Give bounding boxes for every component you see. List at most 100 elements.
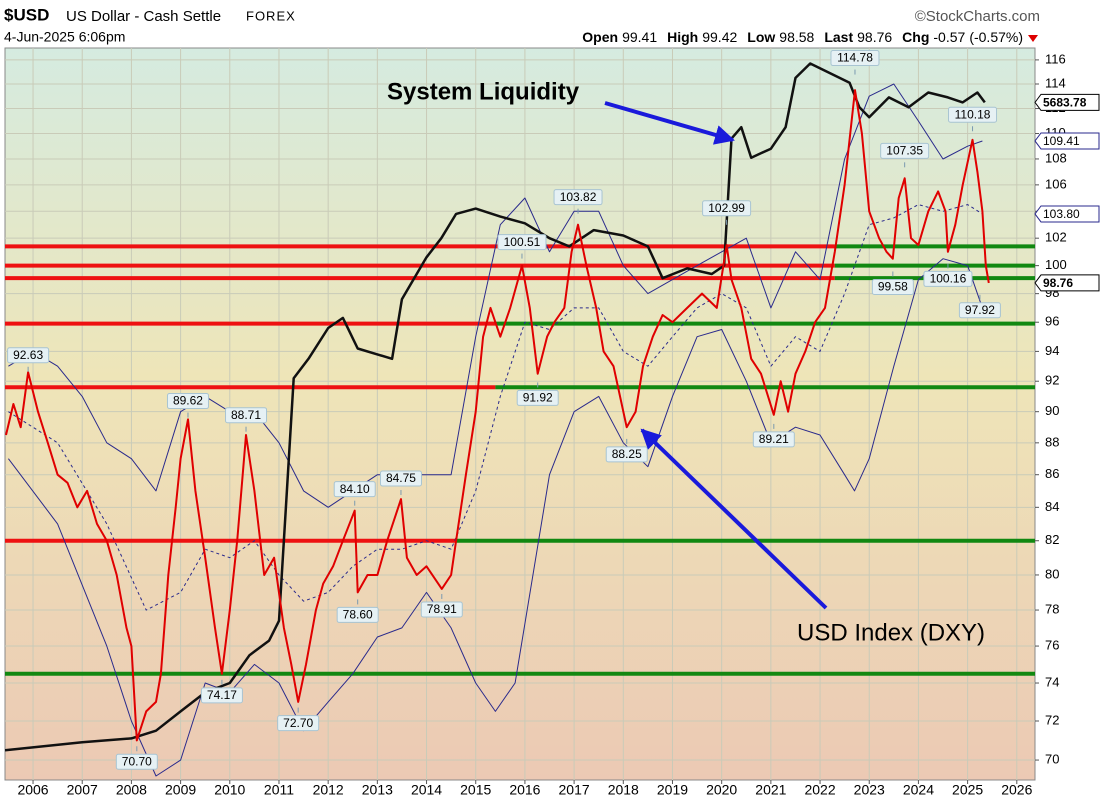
date: 4-Jun-2025 6:06pm (4, 29, 125, 45)
x-tick-label: 2007 (67, 782, 98, 798)
x-tick-label: 2014 (411, 782, 442, 798)
label-box (958, 302, 1001, 319)
y-tick-label: 76 (1045, 637, 1059, 652)
x-tick-label: 2024 (903, 782, 934, 798)
label-box (166, 393, 209, 410)
point-label: 78.60 (343, 608, 373, 622)
annotation: System Liquidity (387, 78, 580, 105)
y-tick-label: 92 (1045, 373, 1059, 388)
y-tick-label: 88 (1045, 434, 1059, 449)
point-label: 100.51 (504, 235, 541, 249)
annotations: System Liquidity USD Index (DXY) (387, 78, 985, 646)
annotation: USD Index (DXY) (797, 619, 985, 646)
label-box (200, 687, 243, 704)
point-label: 100.16 (930, 272, 967, 286)
value-label-box (1034, 132, 1100, 150)
series-line (5, 89, 990, 742)
point-label: 114.78 (837, 51, 873, 65)
quote-label: High (667, 29, 698, 45)
label-box (7, 347, 50, 364)
annotation-arrow (640, 428, 828, 610)
value-label-box (1034, 274, 1100, 292)
value-label: 5683.78 (1043, 96, 1087, 110)
source: ©StockCharts.com (915, 8, 1040, 25)
point-label: 72.70 (283, 716, 313, 730)
point-label: 97.92 (965, 303, 995, 317)
quote-value: 99.41 (622, 29, 657, 45)
axes: 7072747678808284868890929496981001021041… (17, 51, 1100, 798)
series-line (8, 204, 983, 611)
series-line (8, 83, 983, 508)
label-box (871, 278, 914, 295)
x-tick-label: 2016 (509, 782, 540, 798)
x-tick-label: 2020 (706, 782, 737, 798)
point-label: 84.10 (340, 482, 370, 496)
y-tick-label: 94 (1045, 343, 1059, 358)
point-label: 89.62 (173, 394, 203, 408)
y-tick-label: 84 (1045, 499, 1059, 514)
x-tick-label: 2023 (854, 782, 885, 798)
y-tick-label: 102 (1045, 230, 1067, 245)
label-box (497, 234, 547, 251)
x-tick-label: 2019 (657, 782, 688, 798)
point-label: 78.91 (427, 602, 457, 616)
label-box (420, 601, 463, 618)
title: $USD (4, 5, 49, 24)
y-tick-label: 114 (1045, 75, 1066, 90)
value-label: 98.76 (1043, 276, 1073, 290)
label-box (880, 142, 930, 159)
value-label: 103.80 (1043, 207, 1080, 221)
point-label: 89.21 (759, 432, 789, 446)
point-label: 103.82 (560, 190, 597, 204)
point-label: 107.35 (886, 143, 923, 157)
label-box (702, 200, 752, 217)
change-percent: (-0.57%) (969, 29, 1023, 45)
x-tick-label: 2015 (460, 782, 491, 798)
y-tick-label: 82 (1045, 532, 1059, 547)
y-tick-label: 74 (1045, 674, 1059, 689)
x-tick-label: 2011 (264, 782, 294, 798)
label-box (115, 753, 158, 770)
point-label: 91.92 (523, 391, 553, 405)
x-tick-label: 2017 (559, 782, 590, 798)
point-label: 110.18 (955, 107, 991, 121)
x-tick-label: 2021 (755, 782, 786, 798)
label-box (948, 106, 998, 123)
y-tick-label: 108 (1045, 150, 1067, 165)
x-tick-label: 2022 (804, 782, 835, 798)
y-tick-label: 72 (1045, 712, 1059, 727)
x-tick-label: 2012 (313, 782, 344, 798)
quote-value: 98.76 (857, 29, 892, 45)
y-tick-label: 100 (1045, 257, 1067, 272)
point-label: 99.58 (878, 280, 908, 294)
quote-label: Low (747, 29, 775, 45)
quote-value: 98.58 (779, 29, 814, 45)
label-box (225, 407, 268, 424)
value-label-box (1034, 93, 1100, 111)
y-tick-label: 96 (1045, 314, 1059, 329)
quote-label: Chg (902, 29, 929, 45)
label-box (379, 470, 422, 487)
label-box (830, 50, 880, 67)
quote: Open 99.41 High 99.42 Low 98.58 Last 98.76 Chg -0… (582, 29, 1023, 45)
point-label: 84.75 (386, 471, 416, 485)
x-tick-label: 2009 (165, 782, 196, 798)
point-labels: 92.63 89.62 88.71 84.10 84.75 100.51 103.82 102… (7, 50, 1001, 770)
y-tick-label: 78 (1045, 601, 1059, 616)
label-box (333, 481, 376, 498)
point-label: 88.25 (612, 447, 642, 461)
point-label: 88.71 (231, 408, 261, 422)
point-label: 74.17 (207, 688, 237, 702)
y-tick-label: 116 (1045, 51, 1066, 66)
y-tick-label: 106 (1045, 176, 1067, 191)
quote-label: Open (582, 29, 618, 45)
y-tick-label: 86 (1045, 466, 1059, 481)
value-label: 109.41 (1043, 134, 1080, 148)
point-label: 102.99 (708, 201, 745, 215)
y-tick-label: 80 (1045, 566, 1059, 581)
x-tick-label: 2025 (952, 782, 983, 798)
label-box (277, 715, 320, 732)
value-label-box (1034, 205, 1100, 223)
plot-area (4, 47, 1036, 781)
